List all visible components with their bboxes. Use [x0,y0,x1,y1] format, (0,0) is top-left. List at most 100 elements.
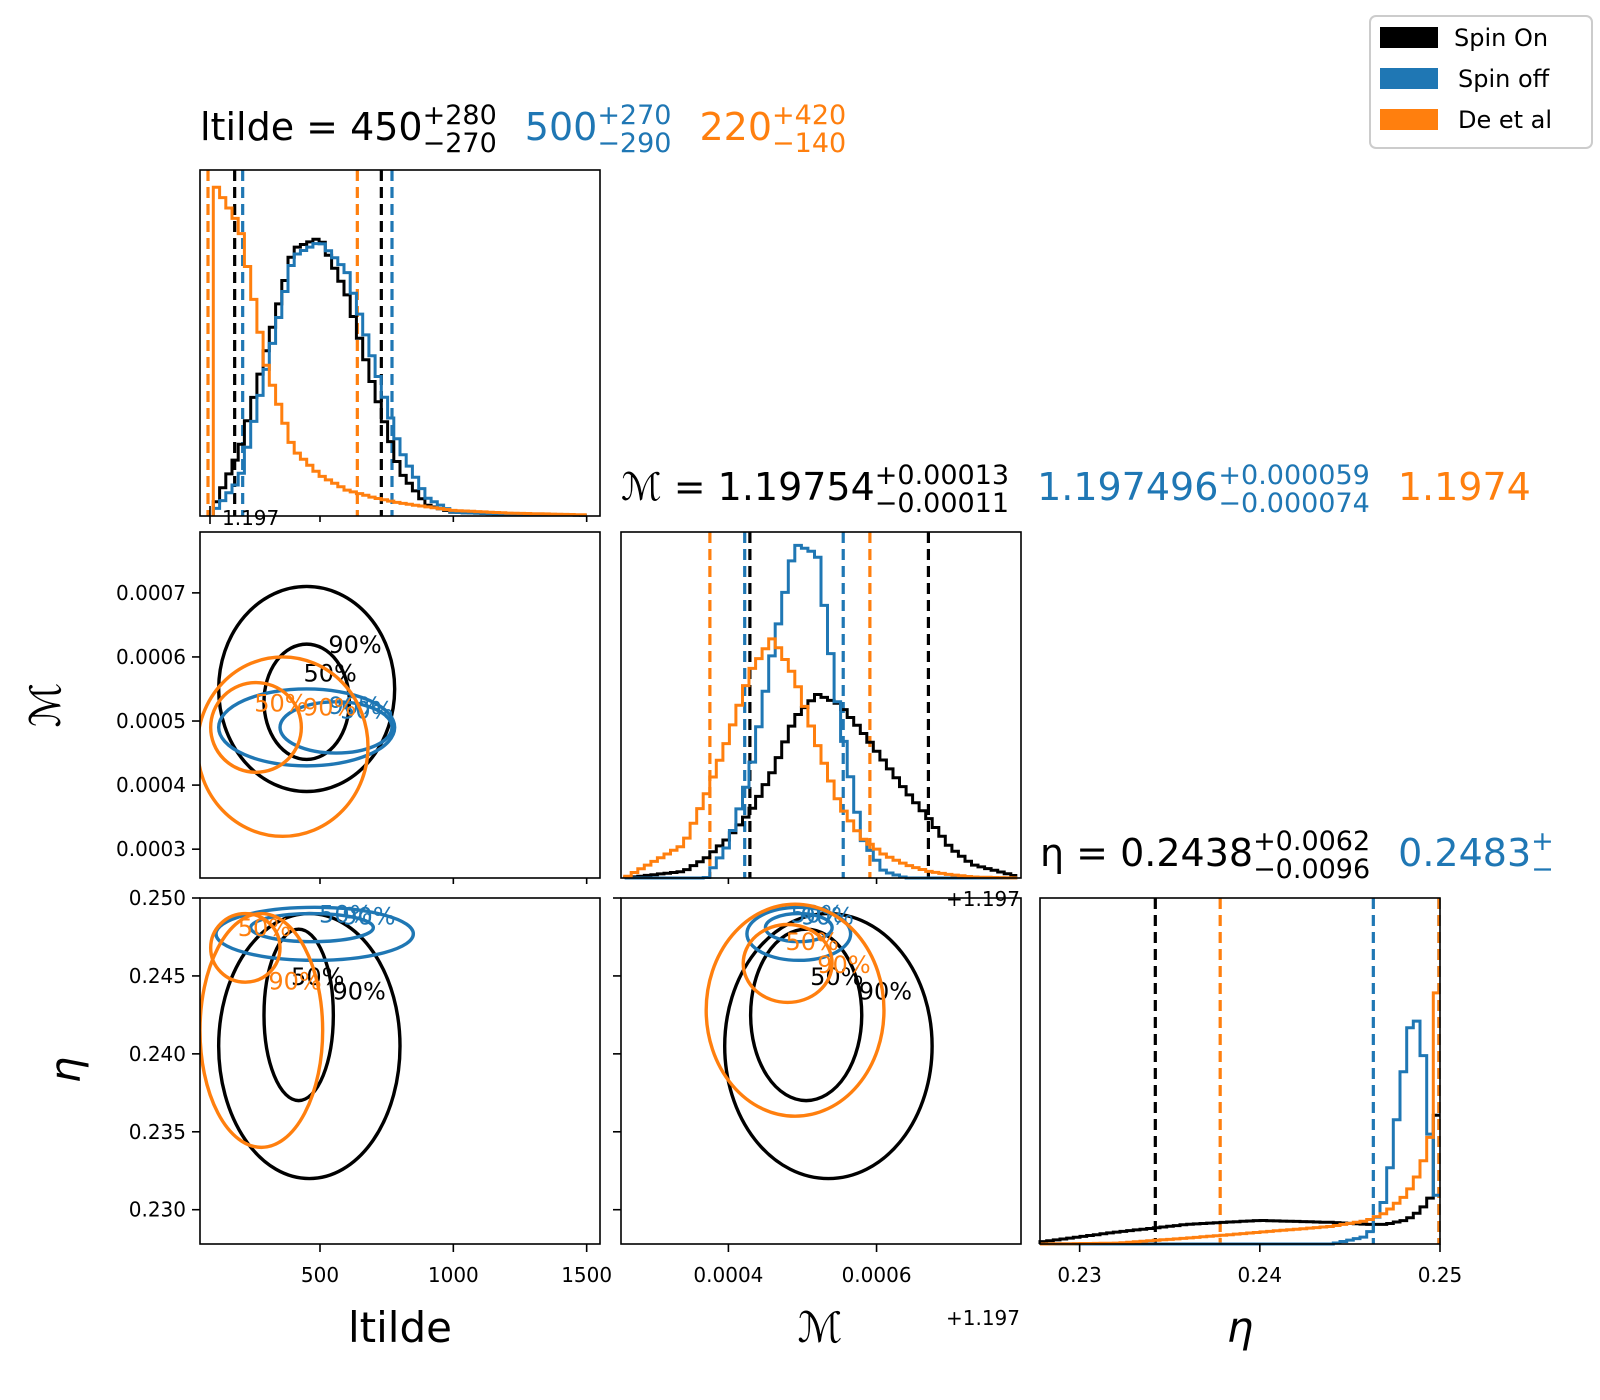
labels-layer: 0.00030.00040.00050.00060.00070.2300.235… [21,100,1554,1352]
ltilde_eta-contour-label: 90% [342,903,395,931]
legend: Spin On Spin off De et al [1369,15,1593,149]
mchirp-hist-spin-off [624,543,1018,880]
ltilde-xtick-label: 500 [301,1263,339,1287]
panels-layer: 50%90%50%90%50%90%50%90%50%90%50%90% 50%9… [199,169,1441,1246]
title-minus: − [1531,854,1554,885]
title-plus: + [1531,826,1554,857]
eta-hist-spin-off [1040,1019,1440,1246]
ltilde_eta-contour-label: 90% [268,968,321,996]
ltilde_mchirp-frame [199,531,601,879]
title-median: 0.2438 [1120,831,1253,875]
eta-hist-spin-on [1038,1113,1440,1244]
title-minus: −0.00011 [875,488,1009,519]
mchirp_eta-panel: 50%90%50%90%50%90% [620,897,1022,1245]
title-ltilde: ltilde = 450+280 500+270 220+420 [200,100,846,149]
title-minus: −270 [423,128,497,159]
eta-ytick-label: 0.235 [129,1120,186,1144]
ltilde_mchirp-panel: 50%90%50%90%50%90% [199,531,601,879]
title-prefix: η = [1040,831,1120,875]
mchirp-xtick-label: 0.0004 [693,1263,763,1287]
ltilde_mchirp-contour-label: 50% [254,690,307,718]
ltilde-hist-de-et-al [211,185,587,517]
ltilde_eta-frame [199,897,601,1245]
mchirp-hist-panel [620,531,1022,880]
title-plus: +0.000059 [1218,460,1369,491]
title-plus: +420 [772,100,846,131]
ltilde_eta-contour-50 [208,911,282,984]
mchirp-ytick-label: 0.0005 [116,709,186,733]
ltilde_eta-contours: 50%90%50%90%50%90% [200,901,416,1181]
mchirp-ytick-label: 0.0006 [116,645,186,669]
eta-hist-de-et-al [1040,991,1440,1246]
eta-ytick-label: 0.230 [129,1198,186,1222]
mchirp_eta-contour-label: 90% [859,978,912,1006]
ltilde_mchirp-contour-90 [216,687,397,768]
mchirp-hist-frame [620,531,1022,879]
title-median: 1.1974 [1398,465,1531,509]
eta-hist-panel [1038,897,1441,1246]
title-median: 1.19754 [718,465,875,509]
eta-hist-frame [1039,897,1441,1245]
ltilde_eta-panel: 50%90%50%90%50%90% [199,897,601,1245]
ltilde-hist-frame [199,169,601,517]
xlabel-mchirp: ℳ [798,1303,843,1352]
title-prefix: ℳ = [621,465,718,509]
xlabel-ltilde: ltilde [348,1303,452,1352]
eta-ytick-label: 0.240 [129,1042,186,1066]
legend-label-spin-on: Spin On [1454,24,1548,52]
ltilde-xtick-label: 1500 [561,1263,612,1287]
mchirp_eta-contour-label: 50% [810,963,863,991]
mchirp-ytick-label: 0.0003 [116,837,186,861]
title-plus: +0.00013 [875,460,1009,491]
mchirp_eta-contours: 50%90%50%90%50%90% [704,901,934,1181]
title-plus: +280 [423,100,497,131]
legend-swatch-spin-on [1380,27,1438,48]
ltilde_mchirp-contour-50 [208,680,304,774]
legend-label-spin-off: Spin off [1458,65,1550,93]
mchirp_eta-contour-label: 50% [785,928,838,956]
title-median: 500 [525,105,598,149]
legend-swatch-spin-off [1380,68,1438,89]
ltilde_eta-contour-90 [214,905,416,963]
xlabel-eta: η [1227,1303,1254,1352]
eta-ytick-label: 0.245 [129,964,186,988]
title-minus: −140 [772,128,846,159]
title-median: 1.197496 [1037,465,1218,509]
mchirp-hist-spin-on [623,693,1018,880]
mchirp_eta-frame [620,897,1022,1245]
eta-xtick-label: 0.25 [1418,1263,1463,1287]
title-minus: −290 [597,128,671,159]
overflow-offset-mchirp-hist: +1.197 [946,887,1020,911]
overflow-tick-label-ltilde: 1.197 [222,506,279,530]
ltilde_eta-contour-label: 50% [319,901,372,929]
ltilde_mchirp-contour-label: 90% [328,631,381,659]
legend-swatch-de-et-al [1380,109,1438,130]
ltilde_eta-contour-50 [248,911,376,944]
eta-xtick-label: 0.23 [1057,1263,1102,1287]
ltilde_mchirp-contour-50 [278,700,394,755]
title-median: 220 [699,105,772,149]
title-eta: η = 0.2438+0.0062 0.2483+ [1040,826,1554,875]
eta-ytick-label: 0.250 [129,886,186,910]
ltilde_mchirp-contour-label: 90% [303,693,356,721]
title-median: 450 [350,105,423,149]
mchirp_eta-contour-90 [704,902,886,1118]
ltilde-hist-panel [199,169,601,517]
mchirp-ytick-label: 0.0007 [116,581,186,605]
mchirp-ytick-label: 0.0004 [116,773,186,797]
eta-xtick-label: 0.24 [1238,1263,1283,1287]
ltilde_mchirp-contours: 50%90%50%90%50%90% [200,584,397,839]
ylabel-eta: η [41,1057,90,1084]
mchirp_eta-contour-50 [763,911,834,944]
mchirp_eta-contour-label: 90% [817,951,870,979]
title-mchirp: ℳ = 1.19754+0.00013 1.197496+0.000059 1.19… [621,460,1531,509]
ltilde_eta-contour-50 [262,927,336,1103]
offset-label-mchirp: +1.197 [946,1306,1020,1330]
ltilde_mchirp-contour-90 [200,655,370,839]
mchirp-xtick-label: 0.0006 [842,1263,912,1287]
mchirp_eta-contour-50 [741,922,834,1005]
mchirp-hist-de-et-al [623,637,1018,880]
title-median: 0.2483 [1398,831,1531,875]
mchirp_eta-contour-90 [745,905,853,963]
